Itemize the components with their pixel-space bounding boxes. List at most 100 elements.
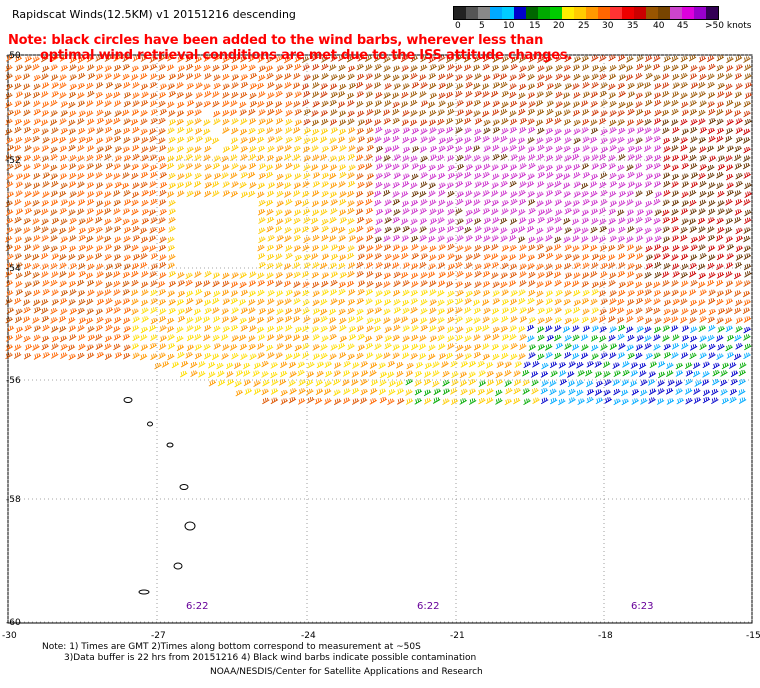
wind-barb (618, 154, 626, 161)
wind-barb (186, 136, 195, 143)
wind-barb (432, 370, 440, 377)
wind-barb (617, 236, 626, 243)
wind-barb (549, 397, 558, 405)
wind-barb (15, 91, 24, 99)
wind-barb (581, 227, 589, 235)
wind-barb (113, 100, 122, 108)
wind-barb (653, 244, 662, 251)
wind-barb (140, 236, 149, 244)
wind-barb (410, 227, 418, 235)
wind-barb (589, 136, 598, 144)
wind-barb (437, 317, 445, 324)
wind-barb (478, 397, 486, 405)
wind-barb (501, 200, 509, 207)
wind-barb (113, 208, 121, 215)
wind-barb (150, 263, 159, 271)
wind-barb (150, 334, 158, 342)
wind-barb (671, 91, 680, 98)
wind-barb (383, 118, 391, 125)
wind-barb (419, 218, 428, 225)
wind-barb (482, 55, 491, 63)
wind-barb (477, 361, 485, 368)
wind-barb (594, 361, 602, 368)
wind-barb (418, 109, 427, 117)
wind-barb (591, 109, 599, 117)
wind-barb (699, 289, 707, 297)
wind-barb (87, 334, 96, 342)
wind-barb (104, 353, 113, 361)
wind-barb (303, 172, 311, 180)
wind-barb (410, 55, 419, 63)
wind-barb (599, 218, 607, 226)
wind-barb (194, 289, 203, 296)
wind-barb (698, 325, 706, 333)
wind-barb (510, 227, 519, 235)
wind-barb (573, 272, 581, 279)
wind-barb (330, 91, 338, 99)
wind-barb (734, 163, 743, 170)
wind-barb (490, 90, 499, 98)
wind-barb (357, 55, 365, 62)
wind-barb (195, 92, 203, 99)
wind-barb (482, 290, 491, 297)
wind-barb (123, 326, 131, 333)
wind-barb (329, 83, 338, 91)
wind-barb (167, 101, 175, 109)
wind-barb (123, 244, 132, 251)
wind-barb (591, 289, 599, 296)
wind-barb (176, 335, 184, 343)
wind-barb (240, 307, 249, 315)
map-title: Rapidscat Winds(12.5KM) v1 20151216 desc… (12, 8, 296, 21)
wind-barb (730, 378, 738, 386)
wind-barb (348, 227, 356, 235)
wind-barb (558, 370, 567, 377)
wind-barb (527, 236, 536, 244)
wind-barb (393, 317, 401, 324)
wind-barb (50, 235, 58, 242)
wind-barb (725, 164, 734, 172)
wind-barb (491, 272, 499, 280)
wind-barb (77, 65, 85, 72)
wind-barb (456, 225, 465, 233)
wind-barb (41, 65, 50, 73)
wind-barb (513, 387, 521, 395)
wind-barb (15, 308, 23, 316)
wind-barb (330, 244, 339, 251)
wind-barb (257, 191, 265, 199)
wind-barb (131, 172, 139, 180)
wind-barb (420, 280, 428, 287)
wind-barb (699, 352, 707, 360)
wind-barb (393, 299, 401, 306)
wind-barb (348, 235, 357, 242)
wind-barb (708, 343, 716, 351)
wind-barb (743, 227, 751, 234)
wind-barb (150, 353, 158, 361)
wind-barb (528, 271, 536, 279)
wind-barb (708, 108, 716, 116)
wind-barb (15, 190, 23, 197)
wind-barb (447, 316, 455, 324)
wind-barb (726, 182, 734, 190)
wind-barb (600, 271, 608, 279)
wind-barb (473, 191, 481, 198)
wind-barb (177, 308, 186, 316)
wind-barb (366, 271, 374, 278)
wind-barb (653, 163, 661, 170)
wind-barb (141, 271, 149, 278)
legend-swatch (682, 7, 694, 19)
wind-barb (13, 145, 22, 152)
wind-barb (132, 334, 140, 342)
wind-barb (725, 155, 733, 163)
wind-barb (590, 208, 599, 216)
wind-barb (293, 262, 301, 269)
wind-barb (393, 280, 401, 288)
wind-barb (563, 191, 571, 198)
wind-barb (699, 73, 707, 81)
wind-barb (645, 136, 653, 143)
wind-barb (491, 343, 500, 351)
wind-barb (33, 307, 42, 314)
wind-barb (276, 145, 284, 153)
wind-barb (474, 181, 482, 188)
wind-barb (725, 236, 734, 243)
wind-barb (681, 181, 690, 188)
